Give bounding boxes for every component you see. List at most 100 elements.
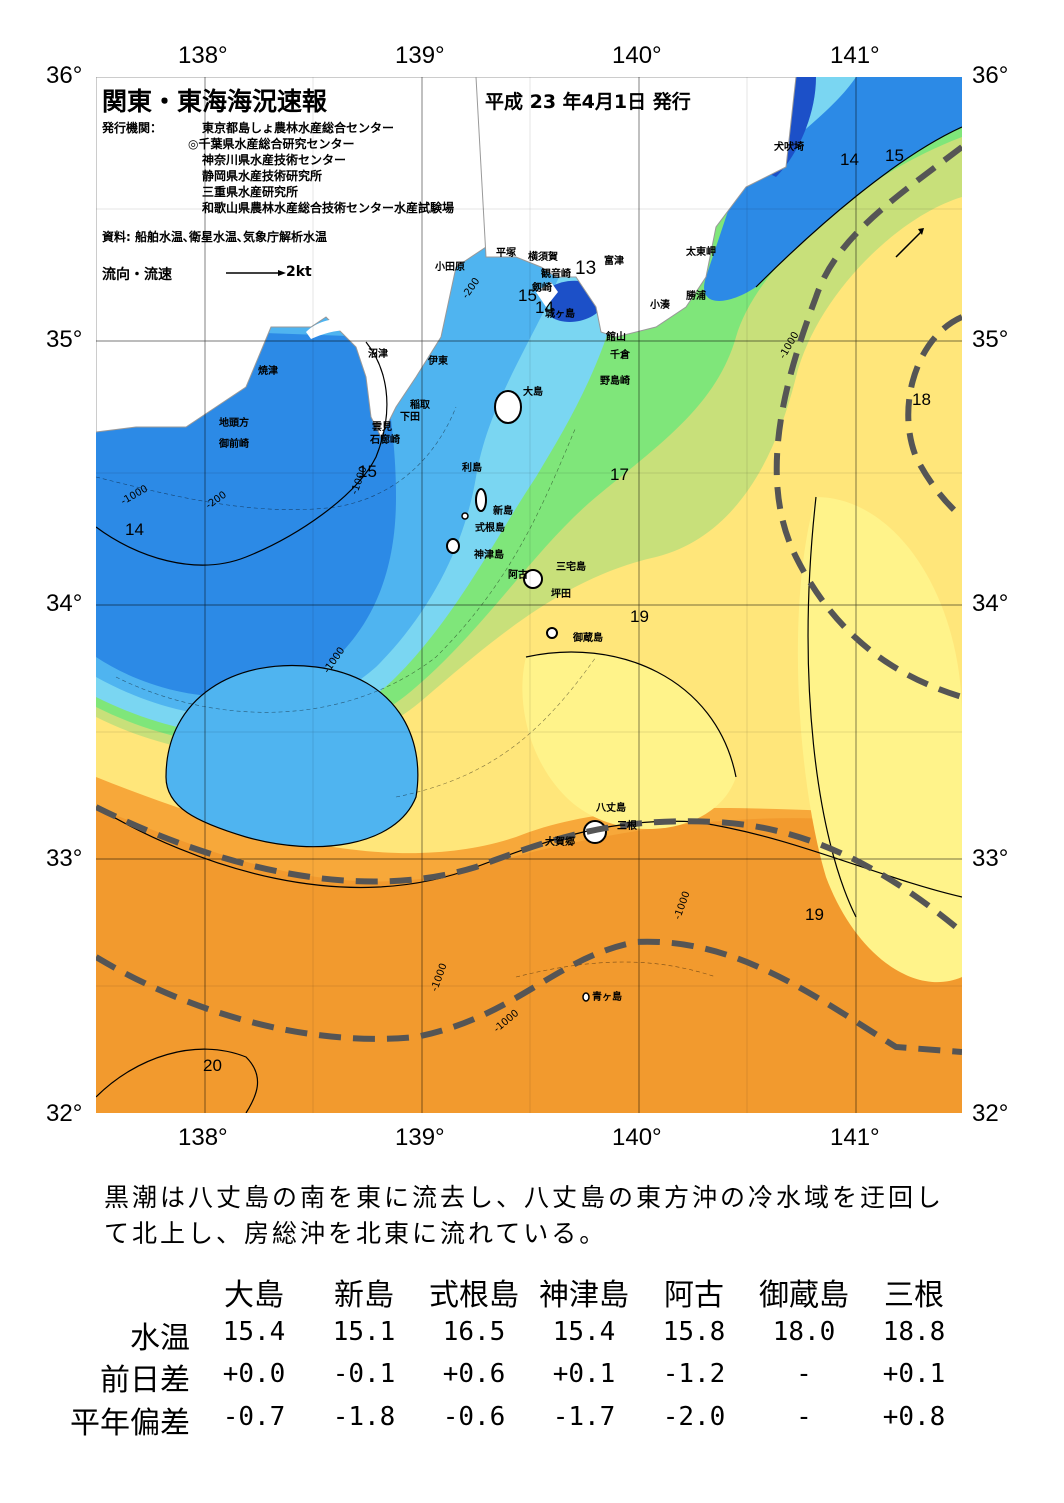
- place-tateyama: 館山: [606, 332, 626, 343]
- legend-value: 2kt: [286, 264, 312, 280]
- place-yokosuka: 横須賀: [528, 252, 558, 263]
- place-shimoda: 下田: [400, 412, 420, 423]
- cell-temp-ako: 15.8: [662, 1317, 726, 1347]
- place-irozaki: 石廊崎: [370, 435, 400, 446]
- lat-label-36-right: 36°: [972, 62, 1009, 89]
- place-tsurugisaki: 剱崎: [532, 283, 552, 294]
- cold-eddy: [166, 665, 418, 847]
- place-taitomisaki: 太東岬: [686, 247, 716, 258]
- cell-anomaly-oshima: -0.7: [222, 1402, 286, 1432]
- legend-label: 流向・流速: [102, 267, 172, 283]
- place-shikinejima: 式根島: [475, 523, 505, 534]
- lon-label-138: 138°: [178, 42, 228, 69]
- cell-daydiff-mikurajima: -: [796, 1359, 812, 1389]
- place-kumomi: 雲見: [372, 422, 392, 433]
- lon-label-139: 139°: [395, 42, 445, 69]
- place-kozushima: 神津島: [474, 550, 504, 561]
- isotherm-label-13: 13: [575, 258, 597, 279]
- lat-label-33: 33°: [46, 845, 83, 872]
- col-header-mikurajima: 御蔵島: [759, 1278, 849, 1313]
- place-kannonzaki: 観音崎: [541, 269, 571, 280]
- data-sources: 資料: 船舶水温､衛星水温､気象庁解析水温: [102, 230, 327, 244]
- place-katsuura: 勝浦: [686, 291, 706, 302]
- place-mikurajima: 御蔵島: [573, 633, 603, 644]
- row-label-daydiff: 前日差: [100, 1363, 190, 1398]
- cell-daydiff-mitsune: +0.1: [882, 1359, 946, 1389]
- place-mitsune: 三根: [617, 821, 637, 832]
- cell-temp-oshima: 15.4: [222, 1317, 286, 1347]
- place-tsubota: 坪田: [551, 589, 571, 600]
- place-aogashima: 青ヶ島: [592, 992, 622, 1003]
- issuer-1: ◎千葉県水産総合研究センター: [188, 137, 355, 151]
- lon-label-140-bottom: 140°: [612, 1124, 662, 1151]
- island-niijima: [475, 488, 487, 512]
- place-odawara: 小田原: [435, 262, 465, 273]
- place-miyakejima: 三宅島: [556, 562, 586, 573]
- cell-anomaly-mitsune: +0.8: [882, 1402, 946, 1432]
- cell-daydiff-oshima: +0.0: [222, 1359, 286, 1389]
- place-omaezaki: 御前崎: [219, 439, 249, 450]
- place-kominato: 小湊: [650, 300, 670, 311]
- cell-anomaly-ako: -2.0: [662, 1402, 726, 1432]
- place-inatori: 稲取: [410, 400, 430, 411]
- place-nojimazaki: 野島崎: [600, 376, 630, 387]
- lon-label-141: 141°: [830, 42, 880, 69]
- col-header-mitsune: 三根: [884, 1278, 944, 1313]
- place-jogashima: 城ヶ島: [545, 309, 575, 320]
- place-niijima: 新島: [493, 506, 513, 517]
- legend-arrow: [226, 270, 286, 276]
- cell-anomaly-shikinejima: -0.6: [442, 1402, 506, 1432]
- issuer-2: 神奈川県水産技術センター: [202, 153, 347, 167]
- isotherm-label-15-ne: 15: [885, 146, 904, 165]
- map-svg: [96, 77, 962, 1113]
- cell-daydiff-ako: -1.2: [662, 1359, 726, 1389]
- place-chikura: 千倉: [610, 350, 630, 361]
- lat-label-33-right: 33°: [972, 845, 1009, 872]
- isotherm-label-20: 20: [203, 1056, 222, 1075]
- col-header-niijima: 新島: [334, 1278, 394, 1313]
- lat-label-36: 36°: [46, 62, 83, 89]
- cell-daydiff-kozushima: +0.1: [552, 1359, 616, 1389]
- lat-label-34: 34°: [46, 590, 83, 617]
- place-jitogata: 地頭方: [219, 418, 249, 429]
- lat-label-34-right: 34°: [972, 590, 1009, 617]
- isotherm-label-14-west: 14: [125, 520, 144, 539]
- isotherm-label-14-bay: 14: [535, 298, 554, 317]
- summary-text: 黒潮は八丈島の南を東に流去し、八丈島の東方沖の冷水域を迂回して北上し、房総沖を北…: [104, 1183, 945, 1248]
- place-hachijojima: 八丈島: [596, 803, 626, 814]
- place-hiratsuka: 平塚: [496, 248, 516, 259]
- col-header-oshima: 大島: [224, 1278, 284, 1313]
- lat-label-35: 35°: [46, 326, 83, 353]
- land-kanto: [475, 77, 797, 338]
- place-ako: 阿古: [508, 570, 528, 581]
- place-numazu: 沼津: [368, 349, 388, 360]
- col-header-kozushima: 神津島: [539, 1278, 629, 1313]
- isotherm-label-15-west: 15: [358, 462, 377, 481]
- graticule: [96, 77, 962, 1113]
- kuroshio-axis: [96, 144, 962, 1055]
- cell-temp-niijima: 15.1: [332, 1317, 396, 1347]
- col-header-shikinejima: 式根島: [429, 1278, 519, 1313]
- place-okago: 大賀郷: [545, 837, 575, 848]
- place-inubosaki: 犬吠埼: [774, 142, 804, 153]
- island-mikurajima: [546, 627, 558, 639]
- issue-date: 平成 23 年4月1日 発行: [485, 91, 691, 113]
- cell-temp-mitsune: 18.8: [882, 1317, 946, 1347]
- island-miyakejima: [523, 569, 543, 589]
- place-yaizu: 焼津: [258, 366, 278, 377]
- cell-anomaly-niijima: -1.8: [332, 1402, 396, 1432]
- lon-label-140: 140°: [612, 42, 662, 69]
- issuer-list: 東京都島しょ農林水産総合センター ◎千葉県水産総合研究センター 神奈川県水産技術…: [188, 120, 454, 216]
- lon-label-141-bottom: 141°: [830, 1124, 880, 1151]
- island-oshima: [494, 390, 522, 424]
- col-header-ako: 阿古: [664, 1278, 724, 1313]
- cell-anomaly-kozushima: -1.7: [552, 1402, 616, 1432]
- cell-anomaly-mikurajima: -: [796, 1402, 812, 1432]
- land-miura: [536, 282, 558, 307]
- row-label-anomaly: 平年偏差: [70, 1406, 190, 1441]
- cell-daydiff-shikinejima: +0.6: [442, 1359, 506, 1389]
- lon-label-138-bottom: 138°: [178, 1124, 228, 1151]
- sea-temperature-map: [96, 77, 962, 1113]
- zone-14-east: [704, 77, 962, 301]
- isotherm-label-14-ne: 14: [840, 150, 859, 169]
